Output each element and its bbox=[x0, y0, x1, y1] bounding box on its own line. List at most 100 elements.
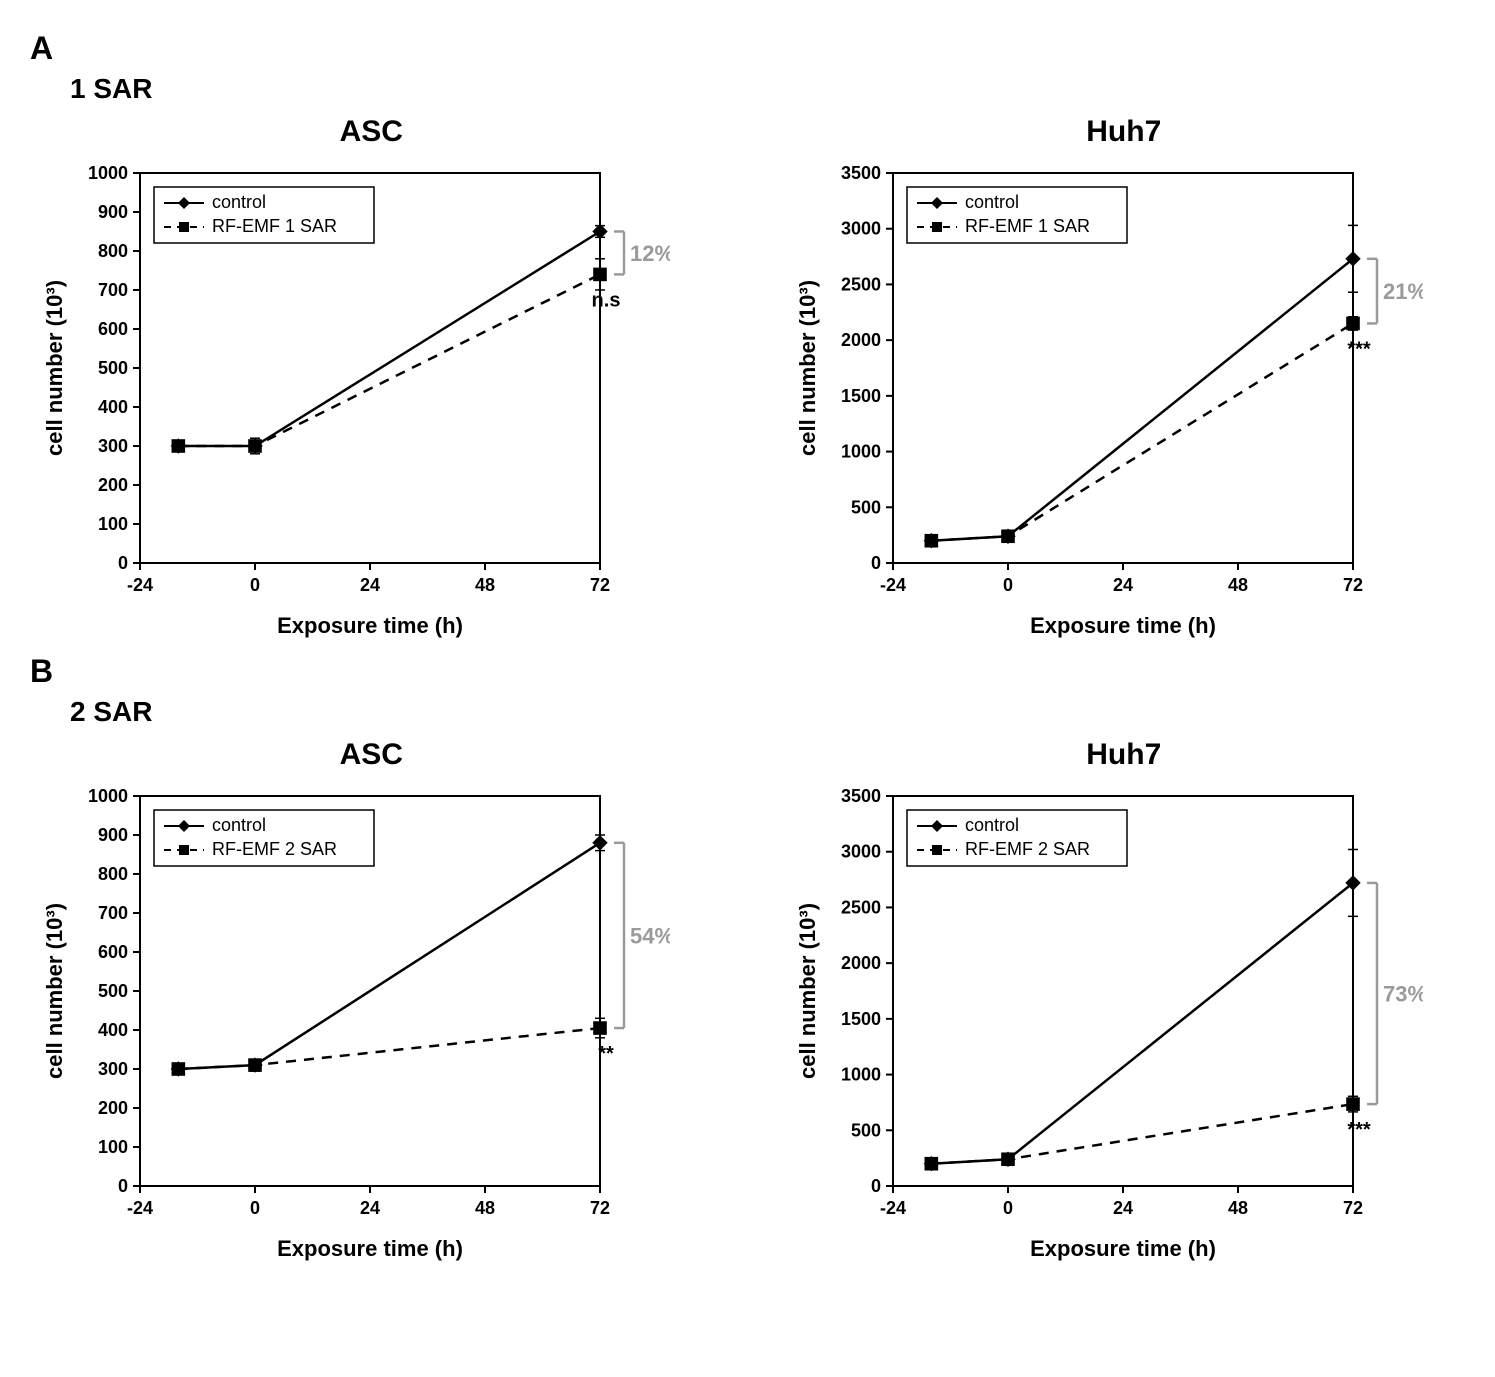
svg-text:500: 500 bbox=[850, 1120, 880, 1140]
svg-text:500: 500 bbox=[850, 497, 880, 517]
svg-text:1500: 1500 bbox=[840, 386, 880, 406]
svg-text:n.s: n.s bbox=[592, 289, 621, 311]
svg-text:48: 48 bbox=[1227, 1198, 1247, 1218]
svg-text:500: 500 bbox=[98, 981, 128, 1001]
svg-text:3000: 3000 bbox=[840, 219, 880, 239]
svg-text:-24: -24 bbox=[879, 1198, 905, 1218]
chart-title: Huh7 bbox=[783, 738, 1466, 772]
svg-text:control: control bbox=[212, 815, 266, 835]
svg-text:**: ** bbox=[598, 1043, 614, 1065]
svg-text:48: 48 bbox=[475, 1198, 495, 1218]
svg-text:73%: 73% bbox=[1383, 982, 1423, 1007]
svg-text:0: 0 bbox=[118, 1176, 128, 1196]
svg-text:-24: -24 bbox=[879, 575, 905, 595]
svg-text:2500: 2500 bbox=[840, 274, 880, 294]
svg-text:21%: 21% bbox=[1383, 279, 1423, 304]
panel-b-charts: ASC 01002003004005006007008009001000-240… bbox=[30, 738, 1465, 1276]
svg-text:24: 24 bbox=[1112, 1198, 1132, 1218]
chart-svg: 0500100015002000250030003500-240244872Ex… bbox=[783, 153, 1423, 653]
svg-text:600: 600 bbox=[98, 319, 128, 339]
svg-text:300: 300 bbox=[98, 1059, 128, 1079]
svg-text:24: 24 bbox=[1112, 575, 1132, 595]
svg-text:24: 24 bbox=[360, 575, 380, 595]
svg-text:600: 600 bbox=[98, 942, 128, 962]
chart-asc-2sar: ASC 01002003004005006007008009001000-240… bbox=[30, 738, 713, 1276]
svg-text:72: 72 bbox=[590, 575, 610, 595]
chart-title: Huh7 bbox=[783, 115, 1466, 149]
svg-text:54%: 54% bbox=[630, 923, 670, 948]
chart-title: ASC bbox=[30, 115, 713, 149]
svg-text:3500: 3500 bbox=[840, 786, 880, 806]
chart-svg: 01002003004005006007008009001000-2402448… bbox=[30, 776, 670, 1276]
svg-text:0: 0 bbox=[118, 553, 128, 573]
svg-text:200: 200 bbox=[98, 475, 128, 495]
svg-text:72: 72 bbox=[590, 1198, 610, 1218]
chart-huh7-1sar: Huh7 0500100015002000250030003500-240244… bbox=[783, 115, 1466, 653]
panel-b: B 2 SAR ASC 0 100 200 300 400 500 600 700 800 900… bbox=[30, 653, 1465, 1276]
svg-text:***: *** bbox=[1347, 338, 1371, 360]
panel-a-charts: ASC 01002003004005006007008009001000-240… bbox=[30, 115, 1465, 653]
panel-b-sar: 2 SAR bbox=[70, 696, 1465, 728]
svg-text:3000: 3000 bbox=[840, 842, 880, 862]
svg-text:100: 100 bbox=[98, 1137, 128, 1157]
svg-text:900: 900 bbox=[98, 202, 128, 222]
svg-text:1000: 1000 bbox=[88, 786, 128, 806]
svg-text:2500: 2500 bbox=[840, 897, 880, 917]
panel-b-label: B bbox=[30, 653, 1465, 690]
svg-text:cell number (10³): cell number (10³) bbox=[795, 280, 820, 456]
svg-text:control: control bbox=[212, 192, 266, 212]
svg-text:48: 48 bbox=[1227, 575, 1247, 595]
svg-text:700: 700 bbox=[98, 903, 128, 923]
svg-text:1000: 1000 bbox=[840, 442, 880, 462]
svg-text:200: 200 bbox=[98, 1098, 128, 1118]
svg-text:2000: 2000 bbox=[840, 953, 880, 973]
chart-svg: 0500100015002000250030003500-240244872Ex… bbox=[783, 776, 1423, 1276]
svg-text:2000: 2000 bbox=[840, 330, 880, 350]
svg-text:0: 0 bbox=[250, 575, 260, 595]
svg-text:cell number (10³): cell number (10³) bbox=[795, 903, 820, 1079]
svg-text:0: 0 bbox=[870, 1176, 880, 1196]
svg-text:RF-EMF 2 SAR: RF-EMF 2 SAR bbox=[965, 839, 1090, 859]
svg-text:RF-EMF 2 SAR: RF-EMF 2 SAR bbox=[212, 839, 337, 859]
svg-text:1000: 1000 bbox=[88, 163, 128, 183]
svg-text:0: 0 bbox=[870, 553, 880, 573]
chart-title: ASC bbox=[30, 738, 713, 772]
svg-text:-24: -24 bbox=[127, 575, 153, 595]
svg-text:1000: 1000 bbox=[840, 1065, 880, 1085]
svg-text:Exposure time (h): Exposure time (h) bbox=[277, 613, 463, 638]
svg-text:3500: 3500 bbox=[840, 163, 880, 183]
svg-text:12%: 12% bbox=[630, 241, 670, 266]
svg-text:control: control bbox=[965, 192, 1019, 212]
svg-text:72: 72 bbox=[1342, 1198, 1362, 1218]
svg-text:cell number (10³): cell number (10³) bbox=[42, 903, 67, 1079]
svg-text:RF-EMF 1 SAR: RF-EMF 1 SAR bbox=[212, 216, 337, 236]
svg-text:500: 500 bbox=[98, 358, 128, 378]
chart-svg: 01002003004005006007008009001000-2402448… bbox=[30, 153, 670, 653]
svg-text:0: 0 bbox=[1002, 575, 1012, 595]
svg-text:RF-EMF 1 SAR: RF-EMF 1 SAR bbox=[965, 216, 1090, 236]
svg-text:1500: 1500 bbox=[840, 1009, 880, 1029]
svg-text:Exposure time (h): Exposure time (h) bbox=[277, 1236, 463, 1261]
svg-text:800: 800 bbox=[98, 241, 128, 261]
panel-a-label: A bbox=[30, 30, 1465, 67]
chart-asc-1sar: ASC 01002003004005006007008009001000-240… bbox=[30, 115, 713, 653]
panel-a-sar: 1 SAR bbox=[70, 73, 1465, 105]
svg-text:0: 0 bbox=[250, 1198, 260, 1218]
svg-text:-24: -24 bbox=[127, 1198, 153, 1218]
svg-text:Exposure time (h): Exposure time (h) bbox=[1030, 613, 1216, 638]
svg-text:72: 72 bbox=[1342, 575, 1362, 595]
panel-a: A 1 SAR ASC 0100200300400500600700800900… bbox=[30, 30, 1465, 653]
svg-text:cell number (10³): cell number (10³) bbox=[42, 280, 67, 456]
svg-text:100: 100 bbox=[98, 514, 128, 534]
svg-text:control: control bbox=[965, 815, 1019, 835]
chart-huh7-2sar: Huh7 0500100015002000250030003500-240244… bbox=[783, 738, 1466, 1276]
svg-text:800: 800 bbox=[98, 864, 128, 884]
svg-text:700: 700 bbox=[98, 280, 128, 300]
svg-text:0: 0 bbox=[1002, 1198, 1012, 1218]
svg-text:900: 900 bbox=[98, 825, 128, 845]
svg-text:Exposure time (h): Exposure time (h) bbox=[1030, 1236, 1216, 1261]
svg-text:300: 300 bbox=[98, 436, 128, 456]
svg-text:400: 400 bbox=[98, 1020, 128, 1040]
svg-text:48: 48 bbox=[475, 575, 495, 595]
svg-text:24: 24 bbox=[360, 1198, 380, 1218]
